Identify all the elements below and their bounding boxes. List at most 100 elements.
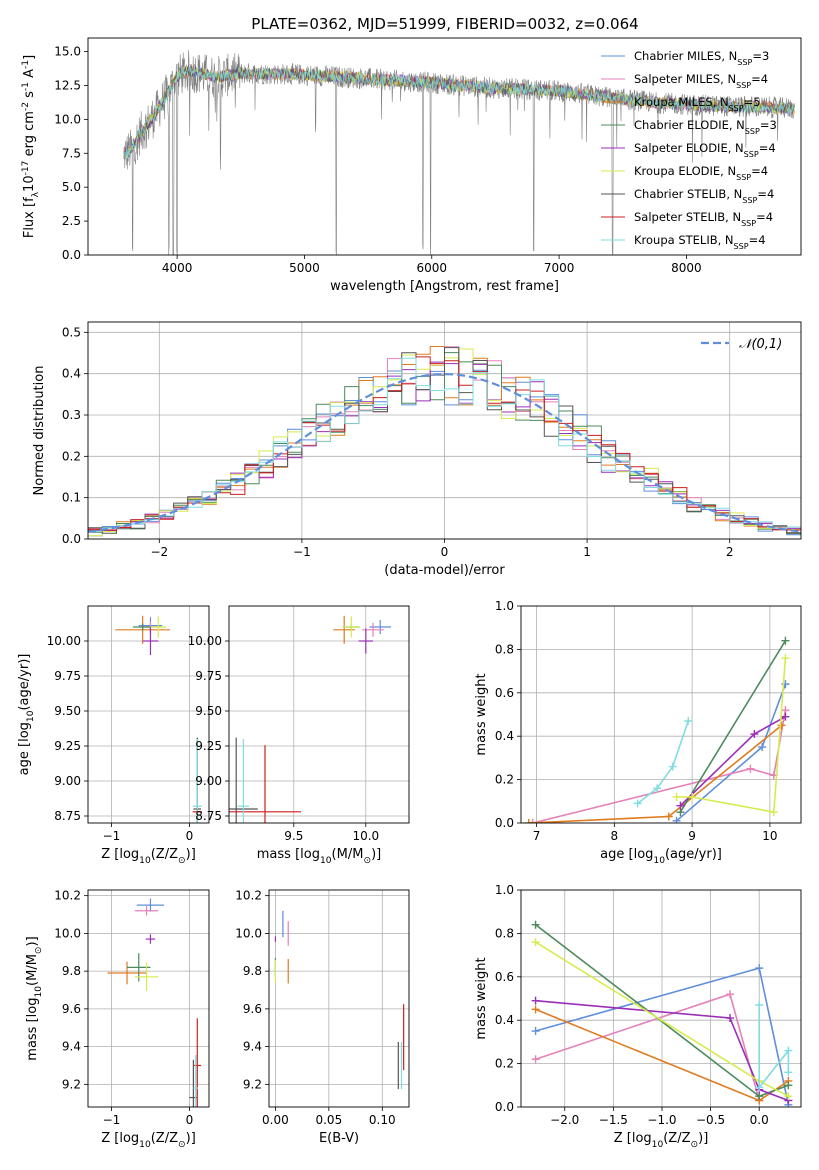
x-tick-label: 0.00 xyxy=(262,1113,289,1127)
y-tick-label: 15.0 xyxy=(54,45,81,59)
x-tick-label: 2 xyxy=(726,545,734,559)
y-tick-label: 0.0 xyxy=(495,1100,514,1114)
series-marker xyxy=(777,721,786,730)
y-tick-label: 1.0 xyxy=(495,599,514,613)
x-tick-label: −0.5 xyxy=(696,1113,725,1127)
y-tick-label: 0.4 xyxy=(62,367,81,381)
chart-age-vs-Z: −1 0 8.75 9.00 9.25 9.50 9.75 10.00 Z [log10(Z/Z… xyxy=(17,605,210,866)
y-tick-label: 10.2 xyxy=(235,889,262,903)
grid xyxy=(88,890,209,1107)
x-tick-label: 6000 xyxy=(416,261,447,275)
x-tick-label: 0 xyxy=(441,545,449,559)
y-tick-label: 9.50 xyxy=(54,704,81,718)
data-point-5 xyxy=(342,616,361,638)
series-line-2 xyxy=(528,724,783,823)
series-line-8 xyxy=(637,720,689,805)
x-tick-label: 9 xyxy=(688,829,696,843)
chart-mass-vs-Z: −1 0 9.2 9.4 9.6 9.8 10.0 10.2 Z [log10(Z/Z⊙)] ma… xyxy=(25,889,210,1150)
y-tick-label: 0.0 xyxy=(495,816,514,830)
x-tick-label: 0 xyxy=(186,829,194,843)
x-tick-label: −1 xyxy=(293,545,311,559)
x-tick-label: 5000 xyxy=(289,261,320,275)
grid xyxy=(269,890,409,1107)
legend-label: Salpeter MILES, NSSP=4 xyxy=(634,72,768,90)
x-tick-label: 0.0 xyxy=(750,1113,769,1127)
series-marker xyxy=(781,636,790,645)
y-tick-label: 0.0 xyxy=(62,532,81,546)
plot-area xyxy=(269,890,409,1107)
x-axis-label: Z [log10(Z/Z⊙)] xyxy=(101,1131,196,1150)
data-point-7 xyxy=(193,1018,202,1107)
axes-frame xyxy=(87,321,802,540)
series-marker xyxy=(726,990,735,999)
chart-spectrum: 4000 5000 6000 7000 8000 0.0 2.5 5.0 7.5 10.0 12.5… xyxy=(21,37,802,294)
x-axis-label: age [log10(age/yr)] xyxy=(600,847,722,866)
plot-area xyxy=(88,890,209,1107)
y-axis-label: age [log10(age/yr)] xyxy=(17,654,36,776)
data-point-2 xyxy=(107,961,147,985)
y-tick-label: 2.5 xyxy=(62,214,81,228)
data-point-4 xyxy=(358,628,373,654)
data-point-8 xyxy=(193,1055,199,1107)
series-marker xyxy=(531,1005,540,1014)
y-tick-label: 9.50 xyxy=(195,704,222,718)
y-tick-label: 9.4 xyxy=(243,1040,262,1054)
y-tick-label: 0.6 xyxy=(495,970,514,984)
y-tick-label: 9.25 xyxy=(195,739,222,753)
legend-label: Salpeter STELIB, NSSP=4 xyxy=(634,210,773,228)
x-axis-label: Z [log10(Z/Z⊙)] xyxy=(614,1131,709,1150)
legend-label: Chabrier ELODIE, NSSP=3 xyxy=(634,118,777,136)
series-marker xyxy=(784,1068,793,1077)
y-tick-label: 9.00 xyxy=(195,774,222,788)
axes-frame xyxy=(87,889,210,1108)
series-line-0 xyxy=(676,683,787,822)
y-tick-label: 10.0 xyxy=(54,926,81,940)
legend-label: Kroupa MILES, NSSP=5 xyxy=(634,95,761,113)
series-marker xyxy=(531,938,540,947)
y-tick-label: 5.0 xyxy=(62,180,81,194)
series-marker xyxy=(668,762,677,771)
gaussian-curve xyxy=(88,372,801,533)
plot-area xyxy=(123,50,795,255)
x-axis-label: wavelength [Angstrom, rest frame] xyxy=(330,279,559,294)
x-tick-label: −2.0 xyxy=(550,1113,579,1127)
x-tick-label: 0 xyxy=(186,1113,194,1127)
axes-frame xyxy=(520,889,802,1108)
y-tick-label: 0.4 xyxy=(495,729,514,743)
chart-weight-vs-age: 7 8 9 10 0.0 0.2 0.4 0.6 0.8 1.0 age [log10(age/yr… xyxy=(474,599,802,866)
y-tick-label: 0.6 xyxy=(495,686,514,700)
series-marker xyxy=(784,1046,793,1055)
series-line-3 xyxy=(679,640,787,813)
series-marker xyxy=(653,784,662,793)
figure-title: PLATE=0362, MJD=51999, FIBERID=0032, z=0… xyxy=(251,15,638,33)
y-axis-label: Flux [fλ10-17 erg cm-2 s-1 A-1] xyxy=(21,55,41,238)
legend-label: Kroupa STELIB, NSSP=4 xyxy=(634,233,766,251)
series-marker xyxy=(676,801,685,810)
series-marker xyxy=(781,654,790,663)
residual-legend: 𝒩(0,1) xyxy=(701,337,782,352)
series-marker xyxy=(672,792,681,801)
data-point-8 xyxy=(192,739,202,823)
y-tick-label: 10.0 xyxy=(54,112,81,126)
series-marker xyxy=(746,764,755,773)
y-tick-label: 10.2 xyxy=(54,889,81,903)
y-tick-label: 0.4 xyxy=(495,1013,514,1027)
data-point-7 xyxy=(229,745,301,823)
y-axis-label: Normed distribution xyxy=(32,366,47,496)
series-line-5 xyxy=(676,658,787,814)
y-tick-label: 10.00 xyxy=(47,634,81,648)
y-tick-label: 10.00 xyxy=(188,634,222,648)
series-marker xyxy=(726,1014,735,1023)
y-axis-label: mass weight xyxy=(474,957,489,1039)
x-tick-label: 10 xyxy=(762,829,777,843)
x-tick-label: 8 xyxy=(611,829,619,843)
x-tick-label: 0.10 xyxy=(369,1113,396,1127)
y-axis-label: mass weight xyxy=(474,673,489,755)
y-tick-label: 9.2 xyxy=(62,1077,81,1091)
axes-frame xyxy=(228,605,410,824)
x-tick-label: 1 xyxy=(583,545,591,559)
spectrum-legend: Chabrier MILES, NSSP=3 Salpeter MILES, NS… xyxy=(601,49,777,251)
series-marker xyxy=(769,808,778,817)
series-marker xyxy=(664,812,673,821)
